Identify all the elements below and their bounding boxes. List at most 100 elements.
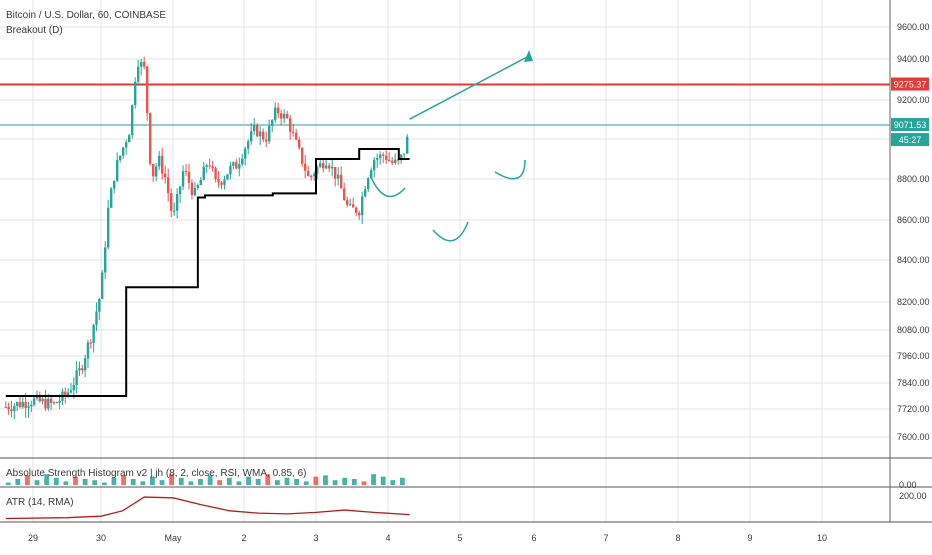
candle-body: [32, 398, 36, 405]
histogram-bar: [121, 475, 126, 485]
histogram-bar: [73, 476, 78, 485]
candle-body: [337, 174, 340, 179]
histogram-bar: [371, 474, 376, 485]
candle-body: [256, 125, 259, 137]
candle-body: [66, 392, 70, 396]
candle-body: [184, 171, 188, 173]
candle-body: [289, 118, 292, 132]
candle-body: [49, 398, 53, 403]
candle-body: [388, 159, 391, 161]
candle-body: [38, 394, 41, 402]
histogram-bar: [226, 477, 232, 485]
candle-body: [95, 311, 98, 325]
candle-body: [44, 398, 47, 409]
histogram-bar: [25, 475, 30, 485]
candle-body: [146, 66, 149, 114]
candle-body: [229, 165, 232, 175]
arrow-head: [524, 50, 533, 62]
candle-body: [280, 113, 283, 119]
histogram-bar: [111, 477, 117, 485]
histogram-bar: [332, 480, 338, 485]
candle-body: [331, 166, 334, 169]
candle-body: [104, 247, 107, 273]
histogram-bar: [82, 479, 88, 485]
time-tick-label: 10: [817, 533, 827, 543]
candle-body: [292, 131, 295, 133]
candle-body: [241, 158, 244, 165]
candle-body: [196, 185, 200, 189]
candle-body: [277, 107, 280, 114]
candle-body: [400, 154, 403, 161]
candle-body: [107, 207, 110, 248]
histogram-bar: [101, 482, 107, 485]
candle-body: [268, 125, 271, 142]
candle-body: [98, 298, 101, 312]
candle-body: [131, 105, 134, 136]
candle-body: [113, 180, 116, 189]
time-tick-label: 2: [241, 533, 246, 543]
histogram-bar: [342, 477, 348, 485]
candle-body: [220, 182, 223, 185]
time-tick-label: 4: [385, 533, 390, 543]
candle-body: [232, 162, 235, 166]
candle-body: [340, 174, 343, 189]
time-tick-label: May: [164, 533, 182, 543]
candle-body: [226, 174, 229, 180]
candle-body: [382, 154, 385, 156]
candle-body: [271, 120, 274, 126]
atr-line: [5, 496, 410, 520]
candle-body: [379, 154, 382, 159]
candle-body: [78, 368, 81, 371]
time-tick-label: 3: [313, 533, 318, 543]
candle-body: [58, 400, 61, 403]
candle-body: [158, 155, 161, 167]
candle-body: [391, 160, 394, 164]
candle-body: [403, 153, 406, 155]
candle-body: [175, 194, 179, 211]
candle-body: [283, 113, 286, 119]
candle-body: [187, 171, 191, 183]
candle-body: [72, 384, 75, 391]
candle-body: [4, 406, 7, 408]
histogram-bar: [361, 481, 367, 485]
histogram-bar: [294, 479, 300, 485]
candle-body: [170, 193, 173, 211]
time-tick-label: 6: [531, 533, 536, 543]
price-tick-label: 9600.00: [897, 22, 930, 32]
histogram-bar: [207, 475, 213, 485]
candle-body: [15, 402, 19, 406]
indicator-name: Breakout (D): [6, 25, 63, 36]
histogram-bar: [140, 481, 146, 485]
price-tick-label: 7960.00: [897, 351, 930, 361]
price-tick-label: 9400.00: [897, 54, 930, 64]
histogram-axis-label: 0.00: [899, 480, 917, 490]
candle-body: [253, 125, 256, 132]
histogram-bar: [323, 475, 328, 485]
atr-pane: [5, 496, 410, 520]
candle-body: [161, 155, 164, 174]
candle-body: [47, 398, 50, 409]
histogram-bar: [390, 480, 396, 485]
candle-body: [128, 135, 131, 143]
candle-body: [370, 170, 373, 179]
candle-body: [364, 189, 367, 197]
candle-body: [143, 62, 146, 67]
badge-timer-bg: [891, 133, 929, 147]
time-tick-label: 30: [96, 533, 106, 543]
candle-body: [301, 147, 304, 164]
histogram-bar: [53, 477, 59, 485]
candle-body: [81, 368, 84, 371]
candle-body: [358, 212, 361, 216]
price-tick-label: 8400.00: [897, 255, 930, 265]
histogram-bar: [275, 480, 280, 485]
histogram-title: Absolute Strength Histogram v2 | jh (8, …: [6, 468, 307, 479]
histogram-bar: [236, 481, 242, 485]
histogram-bar: [92, 480, 98, 485]
time-tick-label: 7: [603, 533, 608, 543]
candle-body: [69, 390, 73, 393]
breakout-line: [5, 148, 410, 397]
candle-body: [313, 173, 316, 177]
grid: [0, 0, 890, 522]
